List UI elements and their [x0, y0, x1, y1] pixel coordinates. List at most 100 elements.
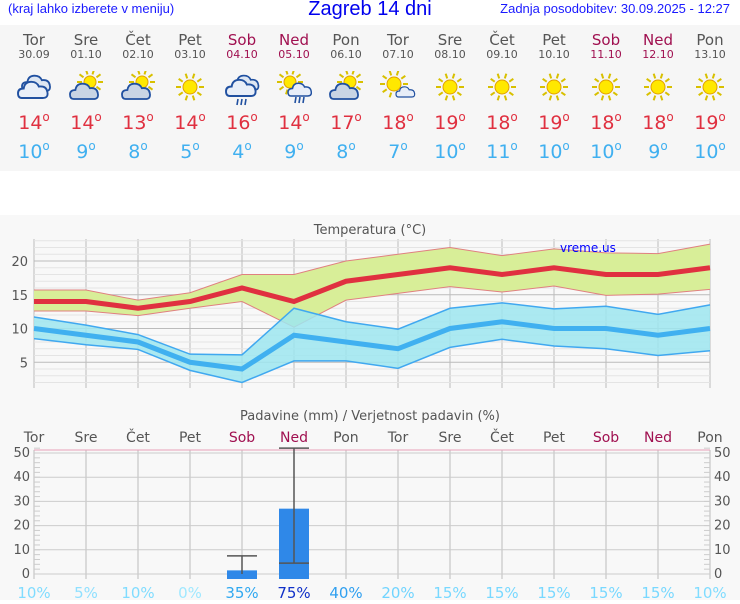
precip-day-label: Sob: [593, 430, 619, 446]
day-name: Pon: [320, 32, 372, 48]
temp-y-tick: 15: [11, 289, 28, 304]
day-date: 13.10: [684, 49, 736, 61]
high-temp: 14o: [268, 111, 320, 135]
sunny-icon: [692, 71, 728, 107]
sunny-icon: [172, 71, 208, 107]
day-name: Pet: [164, 32, 216, 48]
precip-y-tick-right: 40: [714, 470, 731, 485]
sunny-icon: [484, 71, 520, 107]
precip-probability: 15%: [537, 584, 570, 600]
low-temp: 4o: [216, 140, 268, 164]
charts-svg: Temperatura (°C)5101520vreme.usPadavine …: [0, 215, 740, 600]
high-temp: 18o: [372, 111, 424, 135]
day-column: Ned 12.10 18o 9o: [632, 25, 684, 171]
precip-day-label: Tor: [23, 430, 45, 446]
precip-day-label: Tor: [387, 430, 409, 446]
top-bar: (kraj lahko izberete v meniju) Zagreb 14…: [0, 0, 740, 24]
high-temp: 14o: [164, 111, 216, 135]
sunny-icon: [588, 71, 624, 107]
day-date: 05.10: [268, 49, 320, 61]
day-column: Sre 08.10 19o 10o: [424, 25, 476, 171]
day-date: 30.09: [8, 49, 60, 61]
sun-small-cloud-icon: [380, 71, 416, 107]
high-temp: 14o: [60, 111, 112, 135]
day-name: Ned: [632, 32, 684, 48]
day-column: Sre 01.10 14o 9o: [60, 25, 112, 171]
low-temp: 9o: [632, 140, 684, 164]
day-column: Pon 06.10 17o 8o: [320, 25, 372, 171]
low-temp: 10o: [528, 140, 580, 164]
low-temp: 9o: [268, 140, 320, 164]
low-temp: 7o: [372, 140, 424, 164]
low-temp: 10o: [684, 140, 736, 164]
partly-cloudy-icon: [68, 71, 104, 107]
high-temp: 18o: [580, 111, 632, 135]
day-column: Tor 30.09 14o 10o: [8, 25, 60, 171]
low-temp: 9o: [60, 140, 112, 164]
day-name: Sob: [580, 32, 632, 48]
day-column: Pon 13.10 19o 10o: [684, 25, 736, 171]
day-name: Čet: [476, 32, 528, 48]
day-date: 10.10: [528, 49, 580, 61]
precip-day-label: Pon: [697, 430, 722, 446]
day-name: Sob: [216, 32, 268, 48]
day-date: 08.10: [424, 49, 476, 61]
day-date: 02.10: [112, 49, 164, 61]
high-temp: 19o: [528, 111, 580, 135]
day-name: Sre: [424, 32, 476, 48]
precip-y-tick-left: 0: [22, 567, 30, 582]
precip-probability: 10%: [17, 584, 50, 600]
precip-probability: 0%: [178, 584, 202, 600]
precip-day-label: Ned: [280, 430, 308, 446]
precip-chart-title: Padavine (mm) / Verjetnost padavin (%): [240, 409, 500, 424]
precip-y-tick-right: 20: [714, 519, 731, 534]
precip-y-tick-right: 0: [714, 567, 722, 582]
precip-day-label: Ned: [644, 430, 672, 446]
low-temp: 10o: [424, 140, 476, 164]
precip-day-label: Pet: [179, 430, 202, 446]
precip-y-tick-left: 20: [13, 519, 30, 534]
day-date: 03.10: [164, 49, 216, 61]
precip-y-tick-right: 50: [714, 446, 731, 461]
day-column: Čet 02.10 13o 8o: [112, 25, 164, 171]
last-updated: Zadnja posodobitev: 30.09.2025 - 12:27: [500, 1, 730, 16]
day-date: 06.10: [320, 49, 372, 61]
day-column: Tor 07.10 18o 7o: [372, 25, 424, 171]
precip-probability: 15%: [485, 584, 518, 600]
precip-probability: 35%: [225, 584, 258, 600]
high-temp: 18o: [476, 111, 528, 135]
high-temp: 19o: [684, 111, 736, 135]
day-name: Pon: [684, 32, 736, 48]
high-temp: 16o: [216, 111, 268, 135]
precip-probability: 10%: [693, 584, 726, 600]
day-column: Pet 03.10 14o 5o: [164, 25, 216, 171]
high-temp: 19o: [424, 111, 476, 135]
day-column: Sob 04.10 16o 4o: [216, 25, 268, 171]
precip-probability: 15%: [641, 584, 674, 600]
precip-day-label: Sob: [229, 430, 255, 446]
high-temp: 13o: [112, 111, 164, 135]
precip-y-tick-left: 40: [13, 470, 30, 485]
partly-cloudy-icon: [120, 71, 156, 107]
day-column: Sob 11.10 18o 10o: [580, 25, 632, 171]
high-temp: 14o: [8, 111, 60, 135]
low-temp: 8o: [112, 140, 164, 164]
day-date: 12.10: [632, 49, 684, 61]
temp-y-tick: 10: [11, 323, 28, 338]
high-temp: 17o: [320, 111, 372, 135]
precip-y-tick-left: 30: [13, 494, 30, 509]
low-temp: 8o: [320, 140, 372, 164]
temp-y-tick: 5: [20, 356, 28, 371]
precip-y-tick-left: 10: [13, 543, 30, 558]
precip-probability: 10%: [121, 584, 154, 600]
low-temp: 5o: [164, 140, 216, 164]
precip-probability: 15%: [433, 584, 466, 600]
day-date: 09.10: [476, 49, 528, 61]
precip-probability: 5%: [74, 584, 98, 600]
day-name: Sre: [60, 32, 112, 48]
partly-cloudy-icon: [328, 71, 364, 107]
low-temp: 11o: [476, 140, 528, 164]
high-temp: 18o: [632, 111, 684, 135]
precip-day-label: Sre: [75, 430, 98, 446]
day-name: Pet: [528, 32, 580, 48]
